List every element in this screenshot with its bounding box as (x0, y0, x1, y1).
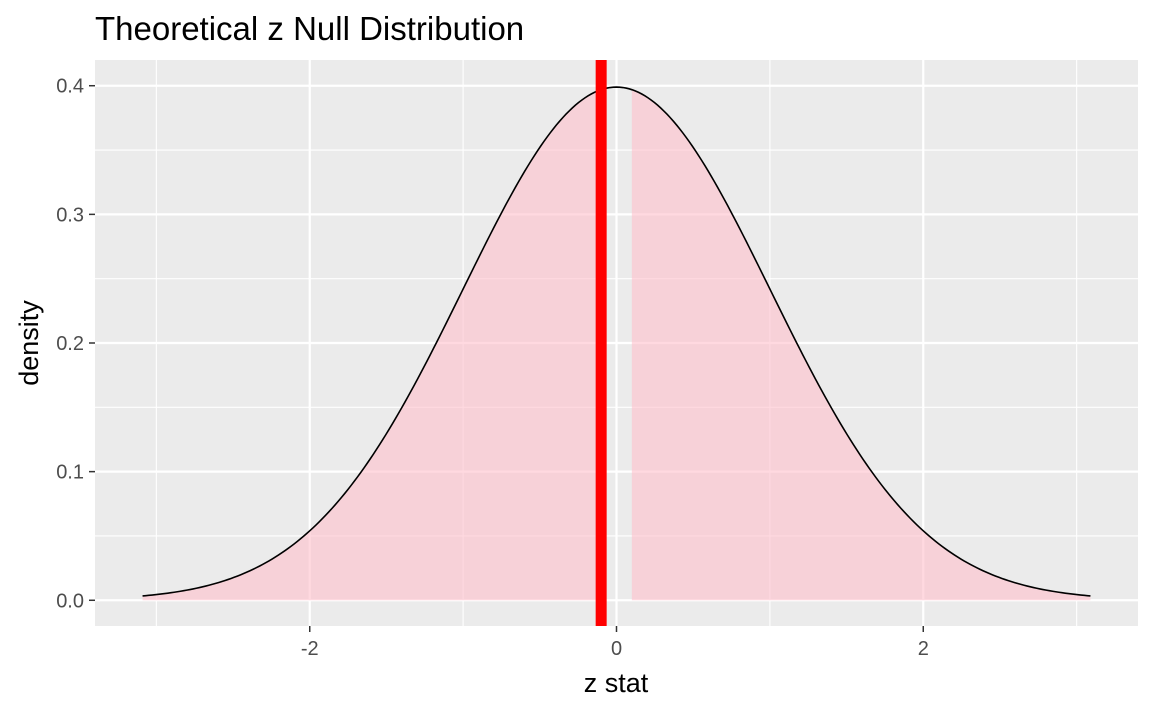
y-tick-label: 0.2 (56, 333, 84, 355)
x-tick-label: -2 (301, 638, 319, 660)
shaded-regions (142, 89, 1091, 601)
y-axis: 0.0 0.1 0.2 0.3 0.4 (56, 76, 95, 612)
y-tick-label: 0.1 (56, 462, 84, 484)
shaded-region (142, 89, 602, 601)
x-axis: -2 0 2 (301, 626, 929, 660)
y-axis-title: density (14, 300, 44, 386)
x-axis-title: z stat (584, 668, 649, 698)
x-tick-label: 2 (918, 638, 929, 660)
x-tick-label: 0 (611, 638, 622, 660)
shaded-region (631, 89, 1091, 601)
y-tick-label: 0.4 (56, 76, 84, 98)
chart-title: Theoretical z Null Distribution (95, 10, 524, 47)
density-curve (142, 86, 1091, 597)
y-tick-label: 0.0 (56, 590, 84, 612)
y-tick-label: 0.3 (56, 204, 84, 226)
